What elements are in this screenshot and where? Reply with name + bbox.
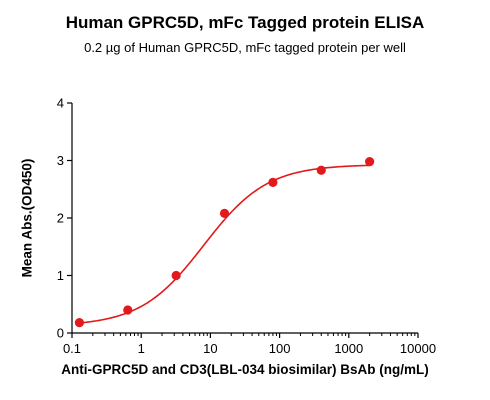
- data-point-2: [171, 270, 181, 281]
- x-tick-label-2: 10: [203, 341, 217, 356]
- x-tick-label-5: 10000: [400, 341, 436, 356]
- x-axis-label: Anti-GPRC5D and CD3(LBL-034 biosimilar) …: [61, 362, 429, 377]
- x-tick-label-1: 1: [138, 341, 145, 356]
- data-points: [74, 157, 375, 328]
- y-tick-label-2: 2: [57, 211, 64, 226]
- data-point-1: [123, 305, 133, 315]
- y-tick-label-1: 1: [57, 268, 64, 283]
- chart-title: Human GPRC5D, mFc Tagged protein ELISA: [65, 13, 425, 32]
- data-point-0: [74, 318, 85, 328]
- data-point-5: [316, 165, 326, 175]
- y-axis-label: Mean Abs.(OD450): [19, 158, 35, 278]
- fit-curve-group: [79, 164, 370, 324]
- x-tick-label-4: 1000: [334, 341, 363, 356]
- axes: 0 1 2 3 4 0.1 1 10 100 1000 10000: [57, 96, 436, 357]
- x-tick-label-0: 0.1: [63, 341, 81, 356]
- fit-curve: [79, 164, 370, 324]
- data-point-6: [365, 157, 375, 167]
- x-tick-label-3: 100: [269, 341, 291, 356]
- chart-subtitle: 0.2 µg of Human GPRC5D, mFc tagged prote…: [84, 40, 406, 55]
- data-point-4: [268, 177, 278, 187]
- data-point-3: [219, 208, 230, 218]
- y-tick-label-3: 3: [57, 153, 64, 168]
- y-tick-label-4: 4: [57, 96, 64, 111]
- y-tick-label-0: 0: [57, 326, 64, 341]
